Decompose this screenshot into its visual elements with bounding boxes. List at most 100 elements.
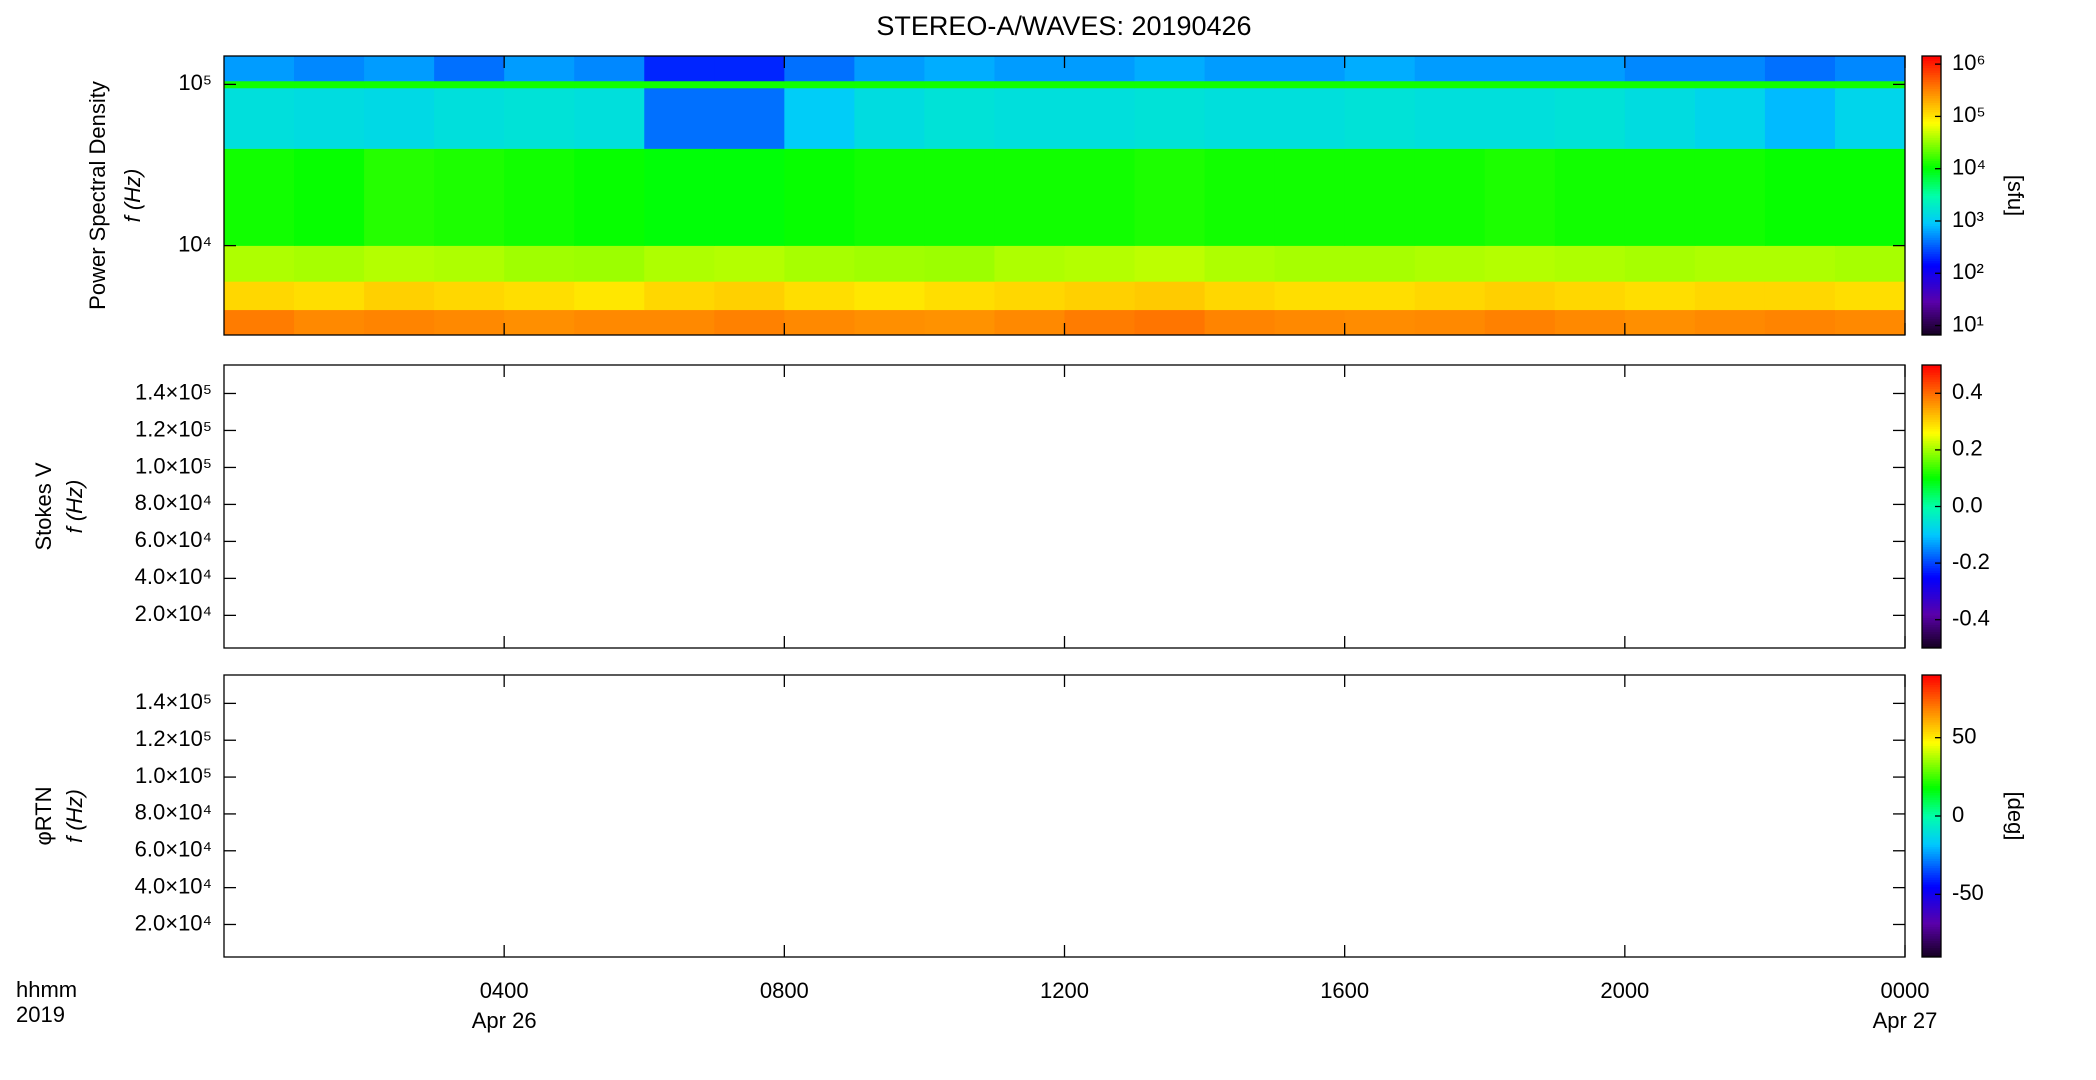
spectrogram-cell — [574, 80, 645, 89]
colorbar-step — [1922, 225, 1941, 229]
x-tick-label: 2000 — [1600, 978, 1649, 1003]
spectrogram-cell — [1834, 80, 1906, 89]
colorbar-step — [1922, 297, 1941, 301]
colorbar-step — [1922, 584, 1941, 588]
colorbar-step — [1922, 754, 1941, 758]
colorbar-step — [1922, 952, 1941, 956]
spectrogram-cell — [644, 245, 715, 282]
colorbar-step — [1922, 468, 1941, 472]
colorbar-step — [1922, 761, 1941, 765]
spectrogram-cell — [784, 245, 855, 282]
colorbar-step — [1922, 69, 1941, 73]
colorbar-step — [1922, 195, 1941, 199]
colorbar-step — [1922, 461, 1941, 465]
spectrogram-cell — [294, 56, 365, 82]
spectrogram-cell — [1274, 309, 1346, 336]
colorbar-step — [1922, 949, 1941, 953]
spectrogram-cell — [924, 245, 995, 282]
colorbar-step — [1922, 307, 1941, 310]
colorbar-step — [1922, 534, 1941, 538]
colorbar-step — [1922, 300, 1941, 303]
colorbar-step — [1922, 230, 1941, 234]
spectrogram-cell — [994, 56, 1065, 82]
colorbar-step — [1922, 93, 1941, 97]
colorbar-step — [1922, 218, 1941, 222]
colorbar-step — [1922, 255, 1941, 259]
colorbar-step — [1922, 605, 1941, 609]
spectrogram-cell — [1204, 80, 1276, 89]
colorbar-step — [1922, 867, 1941, 871]
colorbar-step — [1922, 719, 1941, 723]
spectrogram-cell — [1064, 80, 1136, 89]
colorbar-step — [1922, 523, 1941, 526]
colorbar-step — [1922, 617, 1941, 621]
spectrogram-cell — [224, 87, 295, 149]
spectrogram-cell — [1274, 87, 1346, 149]
spectrogram-cell — [434, 56, 505, 82]
spectrogram-cell — [714, 281, 785, 311]
colorbar-step — [1922, 574, 1941, 578]
colorbar-step — [1922, 848, 1941, 852]
colorbar-step — [1922, 926, 1941, 930]
colorbar-step — [1922, 279, 1941, 283]
colorbar-step — [1922, 190, 1941, 194]
colorbar-step — [1922, 905, 1941, 909]
colorbar-step — [1922, 286, 1941, 289]
colorbar-step — [1922, 90, 1941, 94]
colorbar-step — [1922, 95, 1941, 99]
spectrogram-cell — [1624, 80, 1696, 89]
spectrogram-cell — [574, 245, 645, 282]
colorbar-step — [1922, 116, 1941, 120]
colorbar-step — [1922, 390, 1941, 394]
colorbar-step — [1922, 707, 1941, 711]
spectrogram-cell — [434, 281, 505, 311]
spectrogram-cell — [574, 309, 645, 336]
colorbar-step — [1922, 614, 1941, 618]
x-tick-label: 0400 — [480, 978, 529, 1003]
spectrogram-cell — [224, 245, 295, 282]
spectrogram-cell — [784, 148, 855, 246]
colorbar-tick-label: 10² — [1952, 259, 1984, 284]
spectrogram-cell — [1764, 309, 1836, 336]
colorbar-step — [1922, 612, 1941, 616]
spectrogram-cell — [1134, 148, 1206, 246]
colorbar-step — [1922, 893, 1941, 897]
spectrogram-cell — [434, 309, 505, 336]
spectrogram-cell — [574, 56, 645, 82]
colorbar-step — [1922, 640, 1941, 644]
colorbar-step — [1922, 367, 1941, 371]
colorbar-step — [1922, 426, 1941, 430]
colorbar-step — [1922, 624, 1941, 628]
colorbar-step — [1922, 808, 1941, 812]
spectrogram-cell — [854, 245, 925, 282]
colorbar-step — [1922, 304, 1941, 308]
spectrogram-cell — [1484, 309, 1556, 336]
colorbar-step — [1922, 398, 1941, 401]
colorbar-step — [1922, 162, 1941, 166]
colorbar-step — [1922, 405, 1941, 408]
y-tick-label: 2.0×10⁴ — [135, 601, 212, 626]
spectrogram-cell — [1484, 148, 1556, 246]
spectrogram-cell — [1834, 281, 1906, 311]
colorbar-step — [1922, 780, 1941, 784]
spectrogram-cell — [224, 148, 295, 246]
colorbar-step — [1922, 881, 1941, 885]
spectrogram-cell — [714, 87, 785, 149]
colorbar-step — [1922, 267, 1941, 271]
colorbar-step — [1922, 539, 1941, 543]
colorbar-frame — [1921, 55, 1942, 336]
colorbar-tick-label: 10⁴ — [1952, 155, 1986, 180]
colorbar-step — [1922, 947, 1941, 951]
spectrogram-cell — [924, 56, 995, 82]
spectrogram-cell — [994, 148, 1065, 246]
y-tick-label: 10⁴ — [178, 231, 212, 256]
spectrogram-cell — [504, 87, 575, 149]
spectrogram-cell — [1134, 281, 1206, 311]
colorbar-step — [1922, 801, 1941, 805]
spectrogram-cell — [574, 148, 645, 246]
colorbar-step — [1922, 272, 1941, 276]
colorbar-step — [1922, 787, 1941, 791]
colorbar-step — [1922, 935, 1941, 939]
colorbar-step — [1922, 142, 1941, 145]
spectrogram-cell — [1624, 309, 1696, 336]
